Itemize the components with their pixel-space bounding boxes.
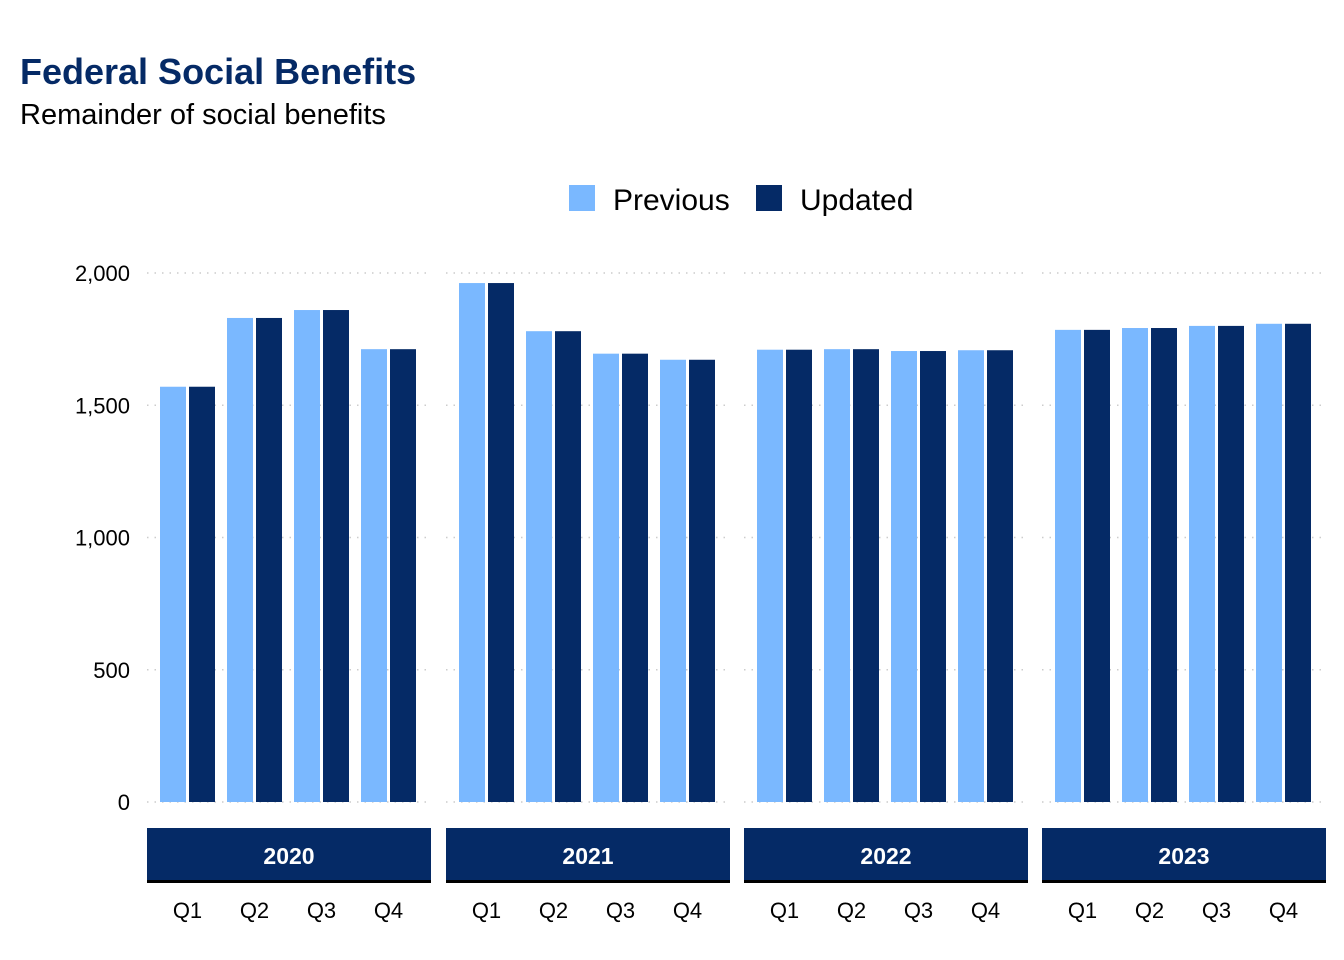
y-axis: 0 500 1,000 1,500 2,000 (75, 261, 130, 815)
x-tick-label: Q4 (1269, 898, 1298, 923)
bar-previous-2020-q4 (361, 349, 387, 802)
facet-strip (744, 828, 1028, 881)
bar-previous-2021-q2 (526, 331, 552, 802)
bar-updated-2021-q2 (555, 331, 581, 802)
bar-updated-2023-q3 (1218, 325, 1244, 802)
bar-previous-2023-q4 (1256, 323, 1282, 802)
bar-updated-2022-q3 (920, 351, 946, 802)
legend-swatch-updated (756, 185, 782, 211)
bar-updated-2020-q2 (256, 317, 282, 802)
y-tick-label: 1,500 (75, 393, 130, 418)
y-tick-label: 500 (93, 658, 130, 683)
bar-updated-2020-q4 (390, 349, 416, 802)
bar-updated-2021-q1 (488, 283, 514, 802)
facet-strip (1042, 828, 1326, 881)
legend-label-previous: Previous (613, 184, 730, 217)
panel-2021: Q1 Q2 Q3 Q4 2021 (446, 272, 730, 923)
chart-title: Federal Social Benefits (20, 51, 416, 92)
bar-previous-2023-q3 (1189, 325, 1215, 802)
panel-2023: Q1 Q2 Q3 Q4 2023 (1042, 272, 1326, 923)
panel-2020: Q1 Q2 Q3 Q4 2020 (147, 272, 431, 923)
legend-swatch-previous (569, 185, 595, 211)
x-tick-label: Q2 (1135, 898, 1164, 923)
x-tick-label: Q3 (606, 898, 635, 923)
x-tick-label: Q1 (472, 898, 501, 923)
legend: Previous Updated (569, 184, 913, 217)
x-tick-label: Q1 (173, 898, 202, 923)
x-tick-label: Q3 (1202, 898, 1231, 923)
bar-updated-2022-q1 (786, 349, 812, 802)
facet-label: 2023 (1158, 843, 1209, 869)
x-tick-label: Q4 (673, 898, 702, 923)
x-tick-label: Q4 (374, 898, 403, 923)
bar-updated-2021-q4 (689, 359, 715, 802)
bar-previous-2021-q4 (660, 359, 686, 802)
bar-updated-2021-q3 (622, 353, 648, 802)
y-tick-label: 2,000 (75, 261, 130, 286)
facet-label: 2020 (263, 843, 314, 869)
bar-previous-2020-q2 (227, 317, 253, 802)
panel-2022: Q1 Q2 Q3 Q4 2022 (744, 272, 1028, 923)
bar-previous-2021-q3 (593, 353, 619, 802)
bar-previous-2023-q2 (1122, 328, 1148, 802)
x-tick-label: Q3 (307, 898, 336, 923)
bar-updated-2020-q3 (323, 310, 349, 802)
bar-updated-2023-q2 (1151, 328, 1177, 802)
chart-subtitle: Remainder of social benefits (20, 99, 386, 131)
bar-updated-2023-q4 (1285, 323, 1311, 802)
y-tick-label: 1,000 (75, 526, 130, 551)
bar-previous-2023-q1 (1055, 329, 1081, 802)
bar-updated-2022-q2 (853, 349, 879, 802)
x-tick-label: Q2 (539, 898, 568, 923)
facet-strip (446, 828, 730, 881)
bar-updated-2022-q4 (987, 350, 1013, 802)
facet-strip (147, 828, 431, 881)
x-tick-label: Q1 (1068, 898, 1097, 923)
bar-previous-2020-q3 (294, 310, 320, 802)
chart-panels: Q1 Q2 Q3 Q4 2020 Q1 Q2 Q3 Q4 2021 Q1 Q2 Q3 Q4 2022 Q1 Q2… (147, 272, 1326, 923)
bar-updated-2023-q1 (1084, 329, 1110, 802)
x-tick-label: Q2 (837, 898, 866, 923)
bar-updated-2020-q1 (189, 386, 215, 802)
bar-previous-2022-q1 (757, 349, 783, 802)
x-tick-label: Q3 (904, 898, 933, 923)
y-tick-label: 0 (118, 790, 130, 815)
legend-label-updated: Updated (800, 184, 913, 217)
facet-label: 2021 (562, 843, 613, 869)
bar-previous-2020-q1 (160, 386, 186, 802)
bar-previous-2021-q1 (459, 283, 485, 802)
bar-previous-2022-q4 (958, 350, 984, 802)
bar-previous-2022-q2 (824, 349, 850, 802)
bar-previous-2022-q3 (891, 351, 917, 802)
facet-label: 2022 (860, 843, 911, 869)
x-tick-label: Q1 (770, 898, 799, 923)
x-tick-label: Q4 (971, 898, 1000, 923)
x-tick-label: Q2 (240, 898, 269, 923)
